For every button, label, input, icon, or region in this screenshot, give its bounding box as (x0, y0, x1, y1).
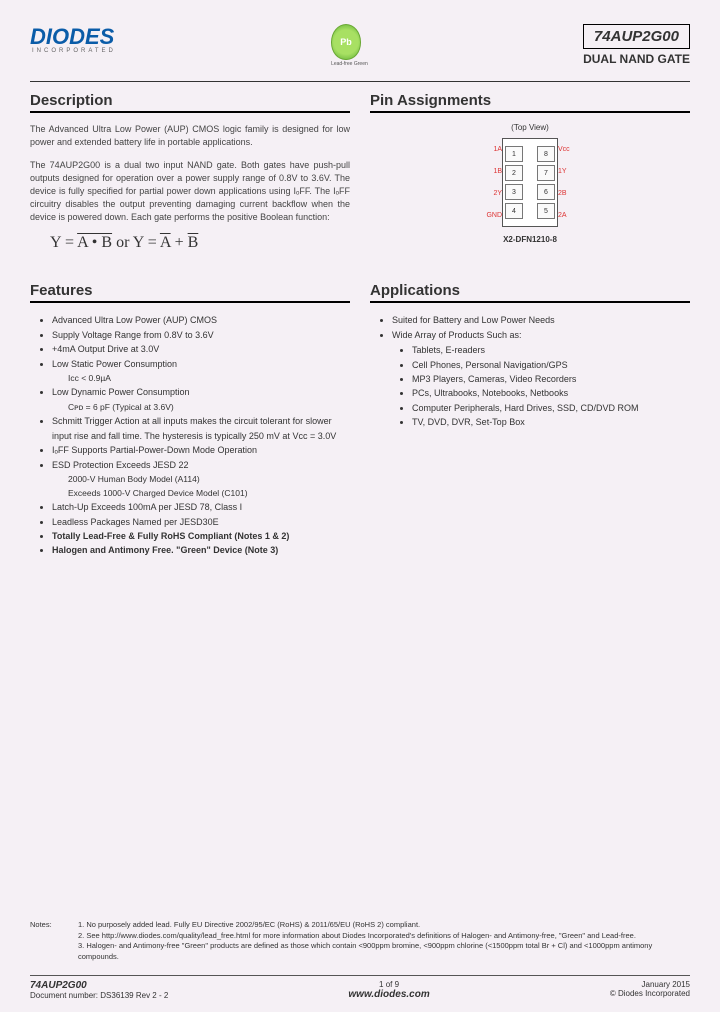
feature-item: Supply Voltage Range from 0.8V to 3.6V (52, 328, 350, 342)
feature-item: Low Dynamic Power ConsumptionCᴘᴅ = 6 pF … (52, 385, 350, 414)
pin-section: Pin Assignments (Top View) 1A1B2YGND 182… (370, 92, 690, 266)
description-heading: Description (30, 92, 350, 113)
pin-row: 18 (505, 146, 555, 162)
pin-label: 2B (558, 183, 582, 205)
page-footer: 74AUP2G00 Document number: DS36139 Rev 2… (30, 975, 690, 1000)
feature-item: IₒFF Supports Partial-Power-Down Mode Op… (52, 443, 350, 457)
description-para1: The Advanced Ultra Low Power (AUP) CMOS … (30, 123, 350, 149)
desc-pin-row: Description The Advanced Ultra Low Power… (30, 92, 690, 266)
part-subtitle: DUAL NAND GATE (583, 52, 690, 66)
part-box: 74AUP2G00 DUAL NAND GATE (583, 24, 690, 66)
pin-number: 7 (537, 165, 555, 181)
feature-subitem: 2000-V Human Body Model (A114) (68, 473, 350, 487)
footer-doc: Document number: DS36139 Rev 2 - 2 (30, 991, 168, 1000)
pin-label: 2A (558, 205, 582, 227)
description-section: Description The Advanced Ultra Low Power… (30, 92, 350, 266)
application-subitem: Cell Phones, Personal Navigation/GPS (412, 358, 690, 372)
footer-part: 74AUP2G00 (30, 980, 168, 991)
chip-outline: 18273645 (502, 138, 558, 227)
application-subitem: Computer Peripherals, Hard Drives, SSD, … (412, 401, 690, 415)
applications-section: Applications Suited for Battery and Low … (370, 282, 690, 557)
features-section: Features Advanced Ultra Low Power (AUP) … (30, 282, 350, 557)
pin-label: Vcc (558, 139, 582, 161)
feature-item: Schmitt Trigger Action at all inputs mak… (52, 414, 350, 443)
pin-label: 1A (478, 139, 502, 161)
application-item: Wide Array of Products Such as:Tablets, … (392, 328, 690, 430)
pin-label: 2Y (478, 183, 502, 205)
feature-subitem: Cᴘᴅ = 6 pF (Typical at 3.6V) (68, 401, 350, 415)
notes-body: 1. No purposely added lead. Fully EU Dir… (78, 920, 690, 962)
pin-label: GND (478, 205, 502, 227)
boolean-formula: Y = A • B or Y = A + B (50, 234, 350, 252)
feature-item: Halogen and Antimony Free. "Green" Devic… (52, 543, 350, 557)
feat-app-row: Features Advanced Ultra Low Power (AUP) … (30, 282, 690, 557)
footer-copy: © Diodes Incorporated (610, 989, 690, 998)
features-list: Advanced Ultra Low Power (AUP) CMOSSuppl… (30, 313, 350, 557)
pb-icon: Pb (331, 24, 361, 60)
feature-subitem: Exceeds 1000-V Charged Device Model (C10… (68, 487, 350, 501)
logo-text: DIODES (30, 24, 116, 50)
note-1: 1. No purposely added lead. Fully EU Dir… (78, 920, 690, 931)
pin-number: 4 (505, 203, 523, 219)
pin-heading: Pin Assignments (370, 92, 690, 113)
pin-row: 36 (505, 184, 555, 200)
leadfree-badge: Pb Lead-free Green (331, 24, 368, 67)
footer-left: 74AUP2G00 Document number: DS36139 Rev 2… (30, 980, 168, 1000)
pin-label: 1B (478, 161, 502, 183)
top-view-label: (Top View) (370, 123, 690, 132)
application-subitem: Tablets, E-readers (412, 343, 690, 357)
feature-item: Totally Lead-Free & Fully RoHS Compliant… (52, 529, 350, 543)
application-subitem: TV, DVD, DVR, Set-Top Box (412, 415, 690, 429)
pin-number: 1 (505, 146, 523, 162)
footer-date: January 2015 (610, 980, 690, 989)
notes-label: Notes: (30, 920, 66, 962)
feature-item: Low Static Power ConsumptionIcc < 0.9µA (52, 357, 350, 386)
footer-right: January 2015 © Diodes Incorporated (610, 980, 690, 1000)
logo-subtext: INCORPORATED (32, 48, 116, 54)
feature-item: +4mA Output Drive at 3.0V (52, 342, 350, 356)
pin-diagram: (Top View) 1A1B2YGND 18273645 Vcc1Y2B2A … (370, 123, 690, 244)
applications-heading: Applications (370, 282, 690, 303)
pin-number: 3 (505, 184, 523, 200)
pin-number: 2 (505, 165, 523, 181)
pb-label: Lead-free Green (331, 61, 368, 67)
note-3: 3. Halogen- and Antimony-free "Green" pr… (78, 941, 690, 962)
part-number: 74AUP2G00 (583, 24, 690, 49)
feature-subitem: Icc < 0.9µA (68, 372, 350, 386)
application-item: Suited for Battery and Low Power Needs (392, 313, 690, 327)
footer-url: www.diodes.com (348, 989, 429, 1000)
top-divider (30, 81, 690, 82)
feature-item: Latch-Up Exceeds 100mA per JESD 78, Clas… (52, 500, 350, 514)
feature-item: ESD Protection Exceeds JESD 222000-V Hum… (52, 458, 350, 501)
application-subitem: PCs, Ultrabooks, Notebooks, Netbooks (412, 386, 690, 400)
applications-list: Suited for Battery and Low Power NeedsWi… (370, 313, 690, 429)
footer-page: 1 of 9 (348, 980, 429, 989)
pin-label: 1Y (558, 161, 582, 183)
company-logo: DIODES INCORPORATED (30, 24, 116, 54)
feature-item: Advanced Ultra Low Power (AUP) CMOS (52, 313, 350, 327)
pin-number: 5 (537, 203, 555, 219)
footer-center: 1 of 9 www.diodes.com (348, 980, 429, 1000)
header-row: DIODES INCORPORATED Pb Lead-free Green 7… (30, 24, 690, 67)
note-2: 2. See http://www.diodes.com/quality/lea… (78, 931, 690, 942)
pin-row: 27 (505, 165, 555, 181)
pin-number: 8 (537, 146, 555, 162)
features-heading: Features (30, 282, 350, 303)
description-para2: The 74AUP2G00 is a dual two input NAND g… (30, 159, 350, 224)
package-name: X2-DFN1210-8 (370, 235, 690, 244)
application-subitem: MP3 Players, Cameras, Video Recorders (412, 372, 690, 386)
feature-item: Leadless Packages Named per JESD30E (52, 515, 350, 529)
notes-block: Notes: 1. No purposely added lead. Fully… (30, 920, 690, 962)
pin-number: 6 (537, 184, 555, 200)
pin-row: 45 (505, 203, 555, 219)
